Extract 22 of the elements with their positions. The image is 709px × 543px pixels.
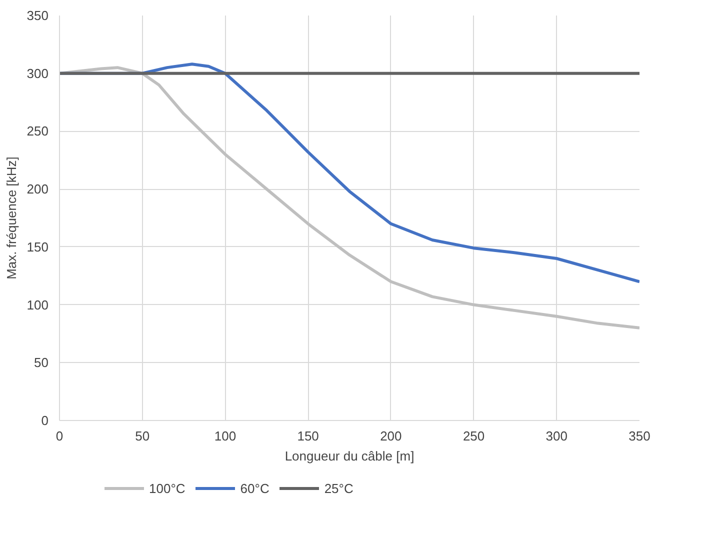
y-axis-title: Max. fréquence [kHz]: [4, 156, 19, 280]
legend-label: 60°C: [240, 480, 270, 496]
y-tick-label: 0: [41, 413, 49, 428]
x-tick-label: 100: [214, 428, 236, 444]
line-series: [60, 66, 640, 330]
y-tick-label: 350: [26, 8, 49, 23]
x-tick-label: 50: [135, 428, 150, 444]
x-tick-label: 350: [628, 428, 650, 444]
legend-label: 100°C: [149, 480, 186, 496]
x-tick-label: 200: [380, 428, 402, 444]
x-tick-label: 250: [462, 428, 485, 444]
x-tick-label: 150: [297, 428, 319, 444]
y-tick-label: 50: [34, 355, 49, 370]
x-tick-label: 300: [546, 428, 568, 444]
x-tick-label: 0: [56, 428, 64, 444]
y-tick-label: 250: [26, 124, 49, 139]
x-axis-title: Longueur du câble [m]: [284, 448, 414, 464]
y-tick-label: 150: [26, 239, 49, 254]
y-tick-label: 300: [26, 66, 49, 81]
y-tick-label: 100: [26, 297, 49, 312]
legend-label: 25°C: [324, 480, 354, 496]
y-tick-label: 200: [26, 182, 49, 197]
